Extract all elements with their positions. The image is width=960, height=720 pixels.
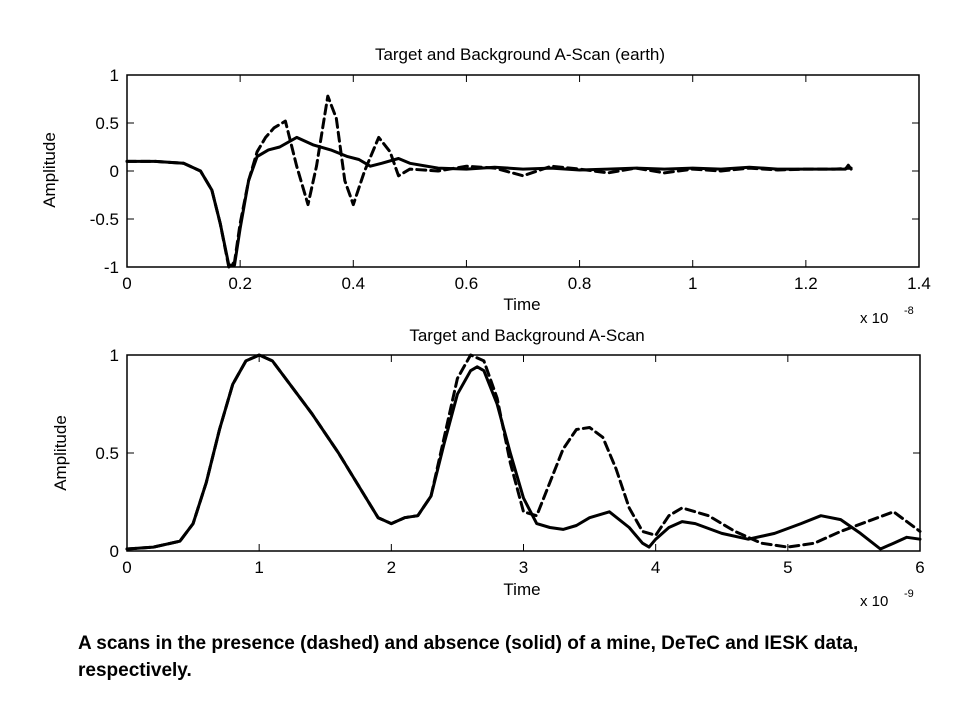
y-tick-label: 0.5 bbox=[95, 444, 119, 463]
x-tick-label: 5 bbox=[783, 558, 792, 577]
y-tick-label: 0.5 bbox=[95, 114, 119, 133]
series-line-dashed bbox=[125, 353, 922, 551]
x-multiplier: x 10 bbox=[860, 310, 888, 327]
series-layer bbox=[125, 94, 853, 269]
series-line-solid bbox=[125, 353, 922, 551]
x-tick-label: 1 bbox=[254, 558, 263, 577]
x-tick-label: 2 bbox=[387, 558, 396, 577]
ylabel: Amplitude bbox=[40, 132, 59, 208]
x-tick-label: 6 bbox=[915, 558, 924, 577]
x-tick-label: 0.4 bbox=[341, 274, 365, 293]
series-line-dashed bbox=[125, 94, 853, 269]
x-tick-label: 0 bbox=[122, 274, 131, 293]
x-tick-label: 1 bbox=[688, 274, 697, 293]
y-tick-label: 1 bbox=[110, 66, 119, 85]
y-tick-label: -0.5 bbox=[90, 210, 119, 229]
plot-area bbox=[126, 354, 921, 552]
plot-area bbox=[126, 74, 920, 268]
chart-title: Target and Background A-Scan bbox=[409, 326, 644, 345]
xlabel: Time bbox=[503, 580, 540, 599]
x-tick-label: 1.2 bbox=[794, 274, 818, 293]
x-tick-label: 0.8 bbox=[568, 274, 592, 293]
x-tick-label: 0 bbox=[122, 558, 131, 577]
chart-title: Target and Background A-Scan (earth) bbox=[375, 45, 665, 64]
x-tick-label: 0.6 bbox=[455, 274, 479, 293]
ticks: 0 1 2 3 4 5 6 0 0.5 1 bbox=[95, 346, 924, 577]
x-tick-label: 1.4 bbox=[907, 274, 931, 293]
ticks: 0 0.2 0.4 0.6 0.8 1 1.2 1.4 -1 -0.5 0 0.5 1 bbox=[90, 66, 931, 293]
chart-earth: Target and Background A-Scan (earth) Amp… bbox=[40, 45, 931, 327]
x-tick-label: 4 bbox=[651, 558, 660, 577]
x-tick-label: 0.2 bbox=[228, 274, 252, 293]
ylabel: Amplitude bbox=[51, 415, 70, 491]
x-multiplier-exponent: -8 bbox=[904, 305, 914, 317]
xlabel: Time bbox=[503, 295, 540, 314]
x-multiplier: x 10 bbox=[860, 593, 888, 610]
y-tick-label: -1 bbox=[104, 258, 119, 277]
chart-iesk: Target and Background A-Scan Amplitude T… bbox=[51, 326, 925, 610]
figure-caption: A scans in the presence (dashed) and abs… bbox=[78, 633, 859, 681]
y-tick-label: 1 bbox=[110, 346, 119, 365]
x-multiplier-exponent: -9 bbox=[904, 588, 914, 600]
series-layer bbox=[125, 353, 922, 551]
x-tick-label: 3 bbox=[519, 558, 528, 577]
y-tick-label: 0 bbox=[110, 542, 119, 561]
y-tick-label: 0 bbox=[110, 162, 119, 181]
